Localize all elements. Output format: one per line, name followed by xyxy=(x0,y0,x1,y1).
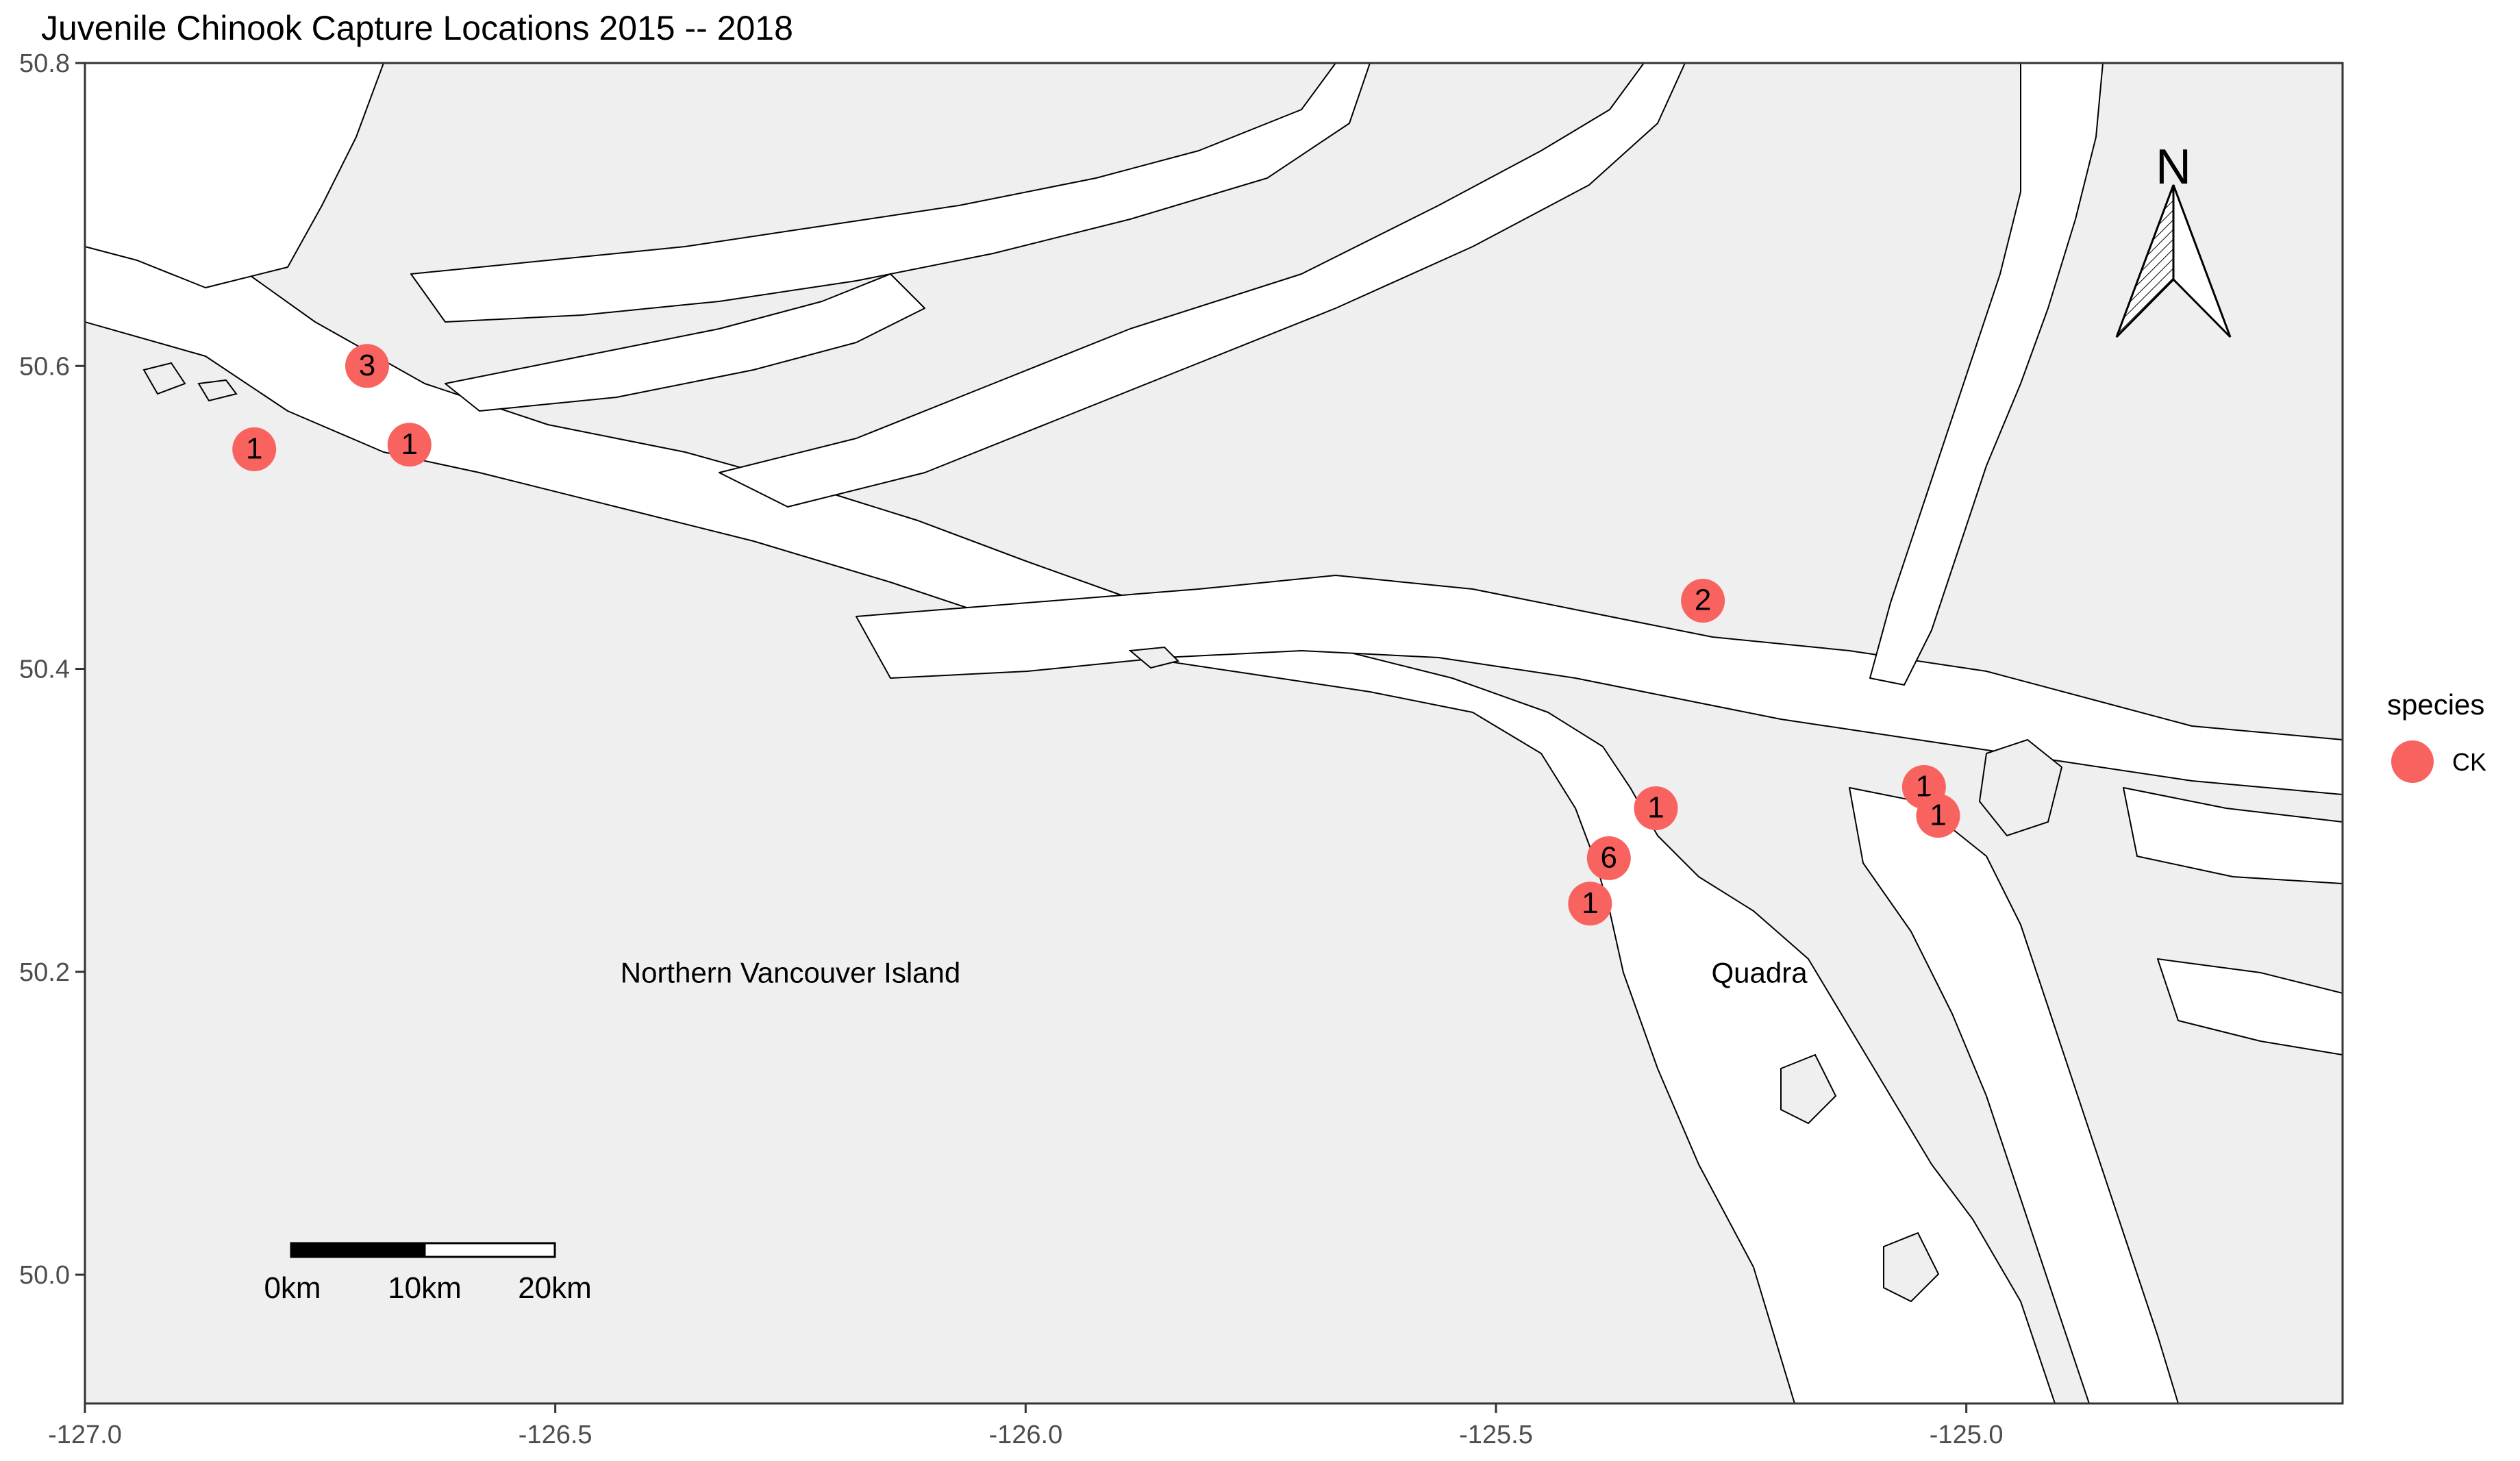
water-channel xyxy=(1869,63,2104,686)
place-label: Quadra xyxy=(1711,956,1808,988)
water-channel xyxy=(856,575,2343,795)
capture-count-label: 1 xyxy=(246,432,262,466)
capture-point xyxy=(1568,882,1612,926)
water-channel xyxy=(445,273,925,412)
water-channel xyxy=(1849,787,2179,1403)
scale-bar-segment-black xyxy=(290,1242,426,1258)
legend-label-ck: CK xyxy=(2452,748,2486,776)
capture-count-label: 3 xyxy=(359,349,375,382)
scale-bar-label-10: 10km xyxy=(388,1271,462,1305)
x-tick-label: -125.0 xyxy=(1930,1421,2004,1449)
capture-point xyxy=(345,344,389,388)
scale-bar-label-0: 0km xyxy=(264,1271,321,1305)
place-label: Northern Vancouver Island xyxy=(621,956,961,988)
place-labels: Northern Vancouver Island Quadra xyxy=(621,956,1808,988)
capture-count-label: 1 xyxy=(1582,886,1598,920)
y-tick-label: 50.4 xyxy=(19,655,70,684)
island xyxy=(142,362,186,395)
scale-bar: 0km 10km 20km xyxy=(264,1242,592,1305)
capture-count-label: 6 xyxy=(1601,841,1617,875)
water-channel xyxy=(2123,787,2343,884)
capture-point xyxy=(1916,794,1960,838)
y-axis: 50.8 50.6 50.4 50.2 50.0 xyxy=(19,49,85,1290)
y-tick-label: 50.2 xyxy=(19,958,70,987)
capture-point xyxy=(1634,786,1678,830)
x-tick-label: -125.5 xyxy=(1459,1421,1533,1449)
y-tick-label: 50.6 xyxy=(19,352,70,381)
north-arrow: N xyxy=(2115,140,2232,338)
capture-count-label: 1 xyxy=(1930,799,1946,832)
water-layer xyxy=(85,63,2343,1403)
scale-bar-segment-white xyxy=(423,1242,556,1258)
x-axis: -127.0 -126.5 -126.0 -125.5 -125.0 xyxy=(48,1403,2004,1449)
island xyxy=(1883,1232,1940,1303)
y-tick-label: 50.8 xyxy=(19,49,70,78)
capture-point xyxy=(387,423,432,467)
north-arrow-right-half xyxy=(2172,184,2232,338)
capture-point xyxy=(1681,579,1725,623)
island-layer xyxy=(142,362,2063,1303)
capture-count-label: 1 xyxy=(1647,791,1664,825)
panel-frame xyxy=(84,62,2344,1405)
water-channel xyxy=(410,63,1371,323)
capture-count-label: 2 xyxy=(1695,584,1711,617)
water-channel xyxy=(719,63,1686,508)
capture-count-label: 1 xyxy=(401,427,418,461)
x-tick-label: -127.0 xyxy=(48,1421,122,1449)
y-tick-label: 50.0 xyxy=(19,1261,70,1290)
island xyxy=(1978,738,2063,837)
capture-point xyxy=(1586,836,1631,880)
x-tick-label: -126.5 xyxy=(519,1421,592,1449)
x-tick-label: -126.0 xyxy=(988,1421,1062,1449)
legend-title: species xyxy=(2387,688,2484,721)
water-channel xyxy=(85,63,384,288)
scale-bar-label-20: 20km xyxy=(518,1271,592,1305)
legend-key-ck xyxy=(2391,740,2434,783)
island xyxy=(1780,1053,1837,1125)
map-title: Juvenile Chinook Capture Locations 2015 … xyxy=(41,9,793,47)
island xyxy=(197,379,238,402)
legend: species CK xyxy=(2387,688,2486,783)
island xyxy=(1128,646,1180,669)
water-channel xyxy=(2157,958,2343,1056)
capture-point xyxy=(232,427,277,471)
